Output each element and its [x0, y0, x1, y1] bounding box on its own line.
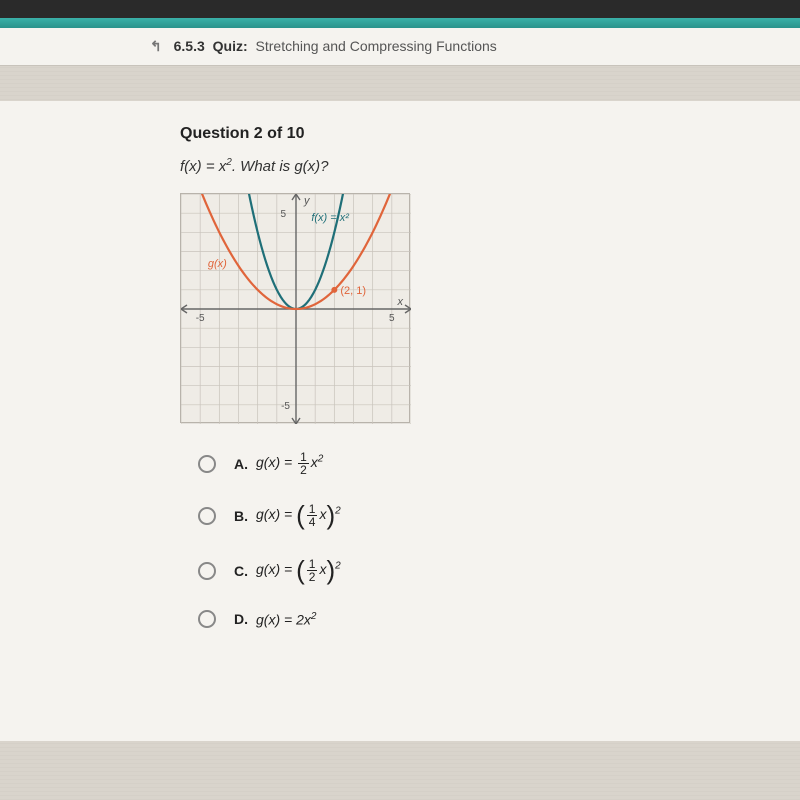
svg-text:y: y	[303, 195, 311, 207]
browser-top-bar	[0, 0, 800, 18]
svg-text:5: 5	[389, 313, 395, 324]
choice-c[interactable]: C. g(x) = (12x)2	[198, 555, 800, 586]
prompt-fx: f(x) = x	[180, 158, 226, 175]
prompt-rest: . What is g(x)?	[232, 158, 329, 175]
answer-choices: A. g(x) = 12x2 B. g(x) = (14x)2 C. g(x) …	[180, 451, 800, 628]
graph-svg: -5 5 5 -5 x yf(x) = x² g(x) (2, 1)	[181, 194, 411, 424]
quiz-number: 6.5.3	[174, 38, 205, 54]
app-accent-bar	[0, 18, 800, 28]
choice-letter: A.	[234, 456, 248, 472]
svg-text:g(x): g(x)	[208, 258, 227, 270]
choice-math: g(x) = (12x)2	[256, 555, 341, 586]
function-graph: -5 5 5 -5 x yf(x) = x² g(x) (2, 1)	[180, 193, 410, 423]
choice-b[interactable]: B. g(x) = (14x)2	[198, 500, 800, 531]
svg-text:5: 5	[280, 209, 286, 220]
choice-math: g(x) = 12x2	[256, 451, 323, 476]
choice-letter: B.	[234, 508, 248, 524]
quiz-title: Stretching and Compressing Functions	[256, 38, 497, 54]
choice-d[interactable]: D. g(x) = 2x2	[198, 610, 800, 628]
radio-icon[interactable]	[198, 455, 216, 473]
back-icon[interactable]: ↰	[150, 38, 162, 54]
svg-text:f(x) = x²: f(x) = x²	[311, 212, 349, 224]
question-heading: Question 2 of 10	[180, 125, 800, 143]
choice-math: g(x) = (14x)2	[256, 500, 341, 531]
radio-icon[interactable]	[198, 562, 216, 580]
svg-text:-5: -5	[196, 313, 205, 324]
svg-text:(2, 1): (2, 1)	[340, 285, 366, 297]
page-body: ↰ 6.5.3 Quiz: Stretching and Compressing…	[0, 28, 800, 800]
radio-icon[interactable]	[198, 610, 216, 628]
choice-math: g(x) = 2x2	[256, 611, 316, 628]
svg-text:x: x	[397, 296, 404, 308]
choice-letter: C.	[234, 563, 248, 579]
svg-text:-5: -5	[281, 401, 290, 412]
quiz-header: ↰ 6.5.3 Quiz: Stretching and Compressing…	[0, 28, 800, 66]
question-prompt: f(x) = x2. What is g(x)?	[180, 157, 800, 175]
choice-a[interactable]: A. g(x) = 12x2	[198, 451, 800, 476]
radio-icon[interactable]	[198, 507, 216, 525]
question-content: Question 2 of 10 f(x) = x2. What is g(x)…	[0, 101, 800, 741]
choice-letter: D.	[234, 611, 248, 627]
quiz-label: Quiz:	[213, 38, 248, 54]
